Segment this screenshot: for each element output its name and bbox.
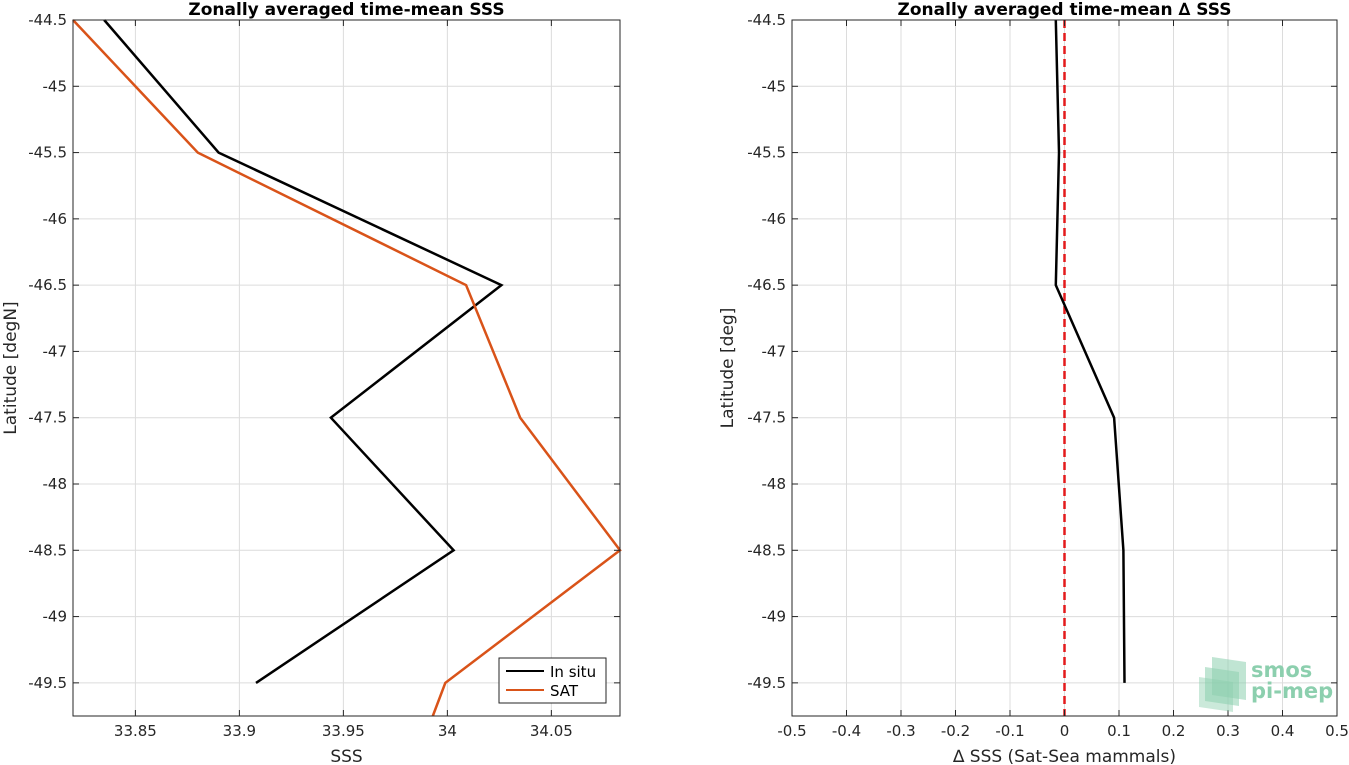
y-tick-label: -44.5 xyxy=(28,11,67,29)
y-tick-label: -47 xyxy=(43,342,68,360)
axes-box xyxy=(72,19,621,717)
legend-label-in-situ: In situ xyxy=(550,663,596,681)
x-axis-label: ∆ SSS (Sat-Sea mammals) xyxy=(952,747,1176,765)
y-tick-label: -47.5 xyxy=(747,409,786,427)
sss-panel: 33.85 33.9 33.95 34 34.05 -44.5-45-45.5-46-4… xyxy=(1,0,622,765)
x-tick-label: 33.9 xyxy=(223,722,256,740)
legend-box xyxy=(498,657,607,704)
y-tick-label: -46.5 xyxy=(28,276,67,294)
x-tick-label: -0.3 xyxy=(886,722,915,740)
logo-text-line1: smos xyxy=(1251,658,1312,682)
y-tick-label: -49 xyxy=(43,608,68,626)
x-tick-label: 34 xyxy=(438,722,457,740)
x-tick-label: 0.4 xyxy=(1271,722,1295,740)
y-tick-label: -48.5 xyxy=(28,541,67,559)
x-tick-label: 0.3 xyxy=(1216,722,1240,740)
legend-label-sat: SAT xyxy=(550,682,579,700)
series-line-in-situ xyxy=(103,19,504,684)
series-line-0 xyxy=(1054,19,1126,683)
y-tick-label: -47 xyxy=(762,342,787,360)
x-tick-label: 34.05 xyxy=(530,722,573,740)
y-tick-label: -46 xyxy=(762,210,787,228)
x-tick-label: -0.2 xyxy=(941,722,970,740)
y-tick-label: -45 xyxy=(43,77,68,95)
y-tick-label: -45.5 xyxy=(747,144,786,162)
y-tick-label: -48 xyxy=(43,475,68,493)
y-tick-label: -48 xyxy=(762,475,787,493)
x-tick-label: 33.95 xyxy=(322,722,365,740)
y-tick-label: -47.5 xyxy=(28,409,67,427)
x-axis-label: SSS xyxy=(330,747,362,765)
y-tick-label: -45.5 xyxy=(28,144,67,162)
x-tick-label: 0.5 xyxy=(1325,722,1349,740)
x-tick-label: 0.1 xyxy=(1107,722,1131,740)
y-tick-label: -45 xyxy=(762,77,787,95)
x-tick-label: 33.85 xyxy=(114,722,157,740)
x-tick-label: -0.4 xyxy=(832,722,861,740)
chart-title: Zonally averaged time-mean ∆ SSS xyxy=(898,0,1232,20)
series-lines xyxy=(1054,19,1126,683)
series-lines xyxy=(72,19,622,717)
series-line-sat xyxy=(72,19,622,717)
y-axis-label: Latitude [degN] xyxy=(1,301,21,434)
y-tick-label: -48.5 xyxy=(747,541,786,559)
plot-area xyxy=(73,20,620,716)
grid xyxy=(73,19,620,716)
x-tick-label: 0 xyxy=(1060,722,1070,740)
logo-mark-icon xyxy=(1199,657,1246,712)
x-tick-labels: 33.85 33.9 33.95 34 34.05 xyxy=(114,722,573,740)
smos-pi-mep-logo: smos pi-mep xyxy=(1199,657,1333,712)
x-tick-label: -0.5 xyxy=(777,722,806,740)
chart-title: Zonally averaged time-mean SSS xyxy=(188,0,504,20)
tick-marks xyxy=(791,19,1338,716)
tick-marks xyxy=(73,19,620,716)
y-tick-label: -46.5 xyxy=(747,276,786,294)
logo-text-line2: pi-mep xyxy=(1251,679,1333,703)
y-tick-label: -49 xyxy=(762,608,787,626)
y-tick-label: -46 xyxy=(43,210,68,228)
y-tick-label: -49.5 xyxy=(747,674,786,692)
x-tick-label: 0.2 xyxy=(1162,722,1186,740)
y-tick-label: -44.5 xyxy=(747,11,786,29)
y-axis-label: Latitude [deg] xyxy=(718,308,738,429)
y-tick-label: -49.5 xyxy=(28,674,67,692)
x-tick-labels: -0.5 -0.4 -0.3 -0.2 -0.1 0 0.1 0.2 0.3 0.4 0.5 xyxy=(777,722,1349,740)
y-tick-labels: -44.5 -45 -45.5 -46 -46.5 -47 -47.5 -48 -48.5 -49… xyxy=(747,11,786,692)
x-tick-label: -0.1 xyxy=(995,722,1024,740)
legend: In situ SAT xyxy=(498,657,607,704)
delta-sss-panel: -0.5 -0.4 -0.3 -0.2 -0.1 0 0.1 0.2 0.3 0.4 0.5 -44… xyxy=(718,0,1349,765)
y-tick-labels: -44.5 -45 -45.5 -46 -46.5 -47 -47.5 -48 -48.5 -49… xyxy=(28,11,67,692)
